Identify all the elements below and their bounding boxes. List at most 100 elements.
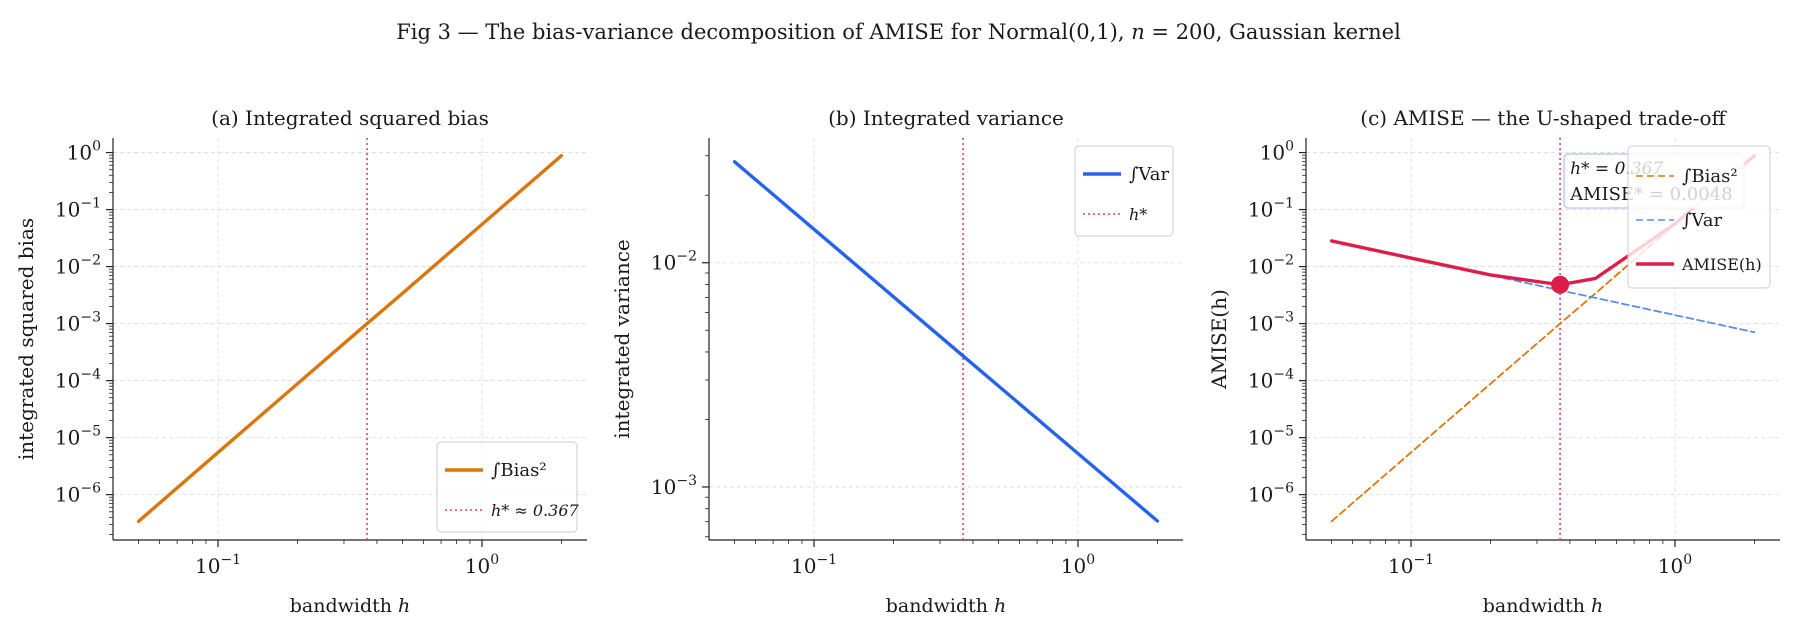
tick-base: 10 [1248,198,1273,222]
tick-exponent: −1 [220,552,241,568]
tick-base: 10 [55,312,80,336]
y-tick-label: 10−6 [55,481,101,507]
y-tick-label: 10−4 [1248,367,1294,393]
tick-exponent: −6 [1273,481,1294,497]
panel-title: (a) Integrated squared bias [211,106,489,130]
x-label-symbol: h [994,595,1006,617]
tick-exponent: −4 [80,367,101,383]
legend-label: AMISE(h) [1681,255,1762,274]
tick-base: 10 [1260,141,1285,165]
tick-exponent: 0 [490,552,499,568]
y-axis-label: integrated variance [610,239,634,439]
tick-exponent: −2 [80,253,101,269]
x-tick-label: 100 [465,552,499,578]
y-tick-label: 10−2 [651,249,697,275]
tick-base: 10 [465,554,490,578]
x-axis-label: bandwidth h [290,595,411,617]
tick-exponent: −1 [1273,196,1294,212]
y-tick-label: 100 [67,139,101,165]
legend-label: h* [1129,205,1147,224]
amise-min-marker [1551,275,1570,294]
tick-exponent: 0 [1683,552,1692,568]
tick-exponent: −3 [1273,310,1294,326]
figure-suptitle: Fig 3 — The bias-variance decomposition … [396,20,1401,44]
tick-base: 10 [67,141,92,165]
tick-exponent: −2 [1273,253,1294,269]
x-axis-label: bandwidth h [886,595,1007,617]
series-line-bias [136,154,564,524]
x-tick-label: 10−1 [195,552,241,578]
tick-exponent: 0 [1086,552,1095,568]
tick-exponent: −5 [80,424,101,440]
tick-exponent: −5 [1273,424,1294,440]
y-tick-label: 10−4 [55,367,101,393]
tick-base: 10 [55,483,80,507]
tick-base: 10 [1248,483,1273,507]
x-axis-label: bandwidth h [1483,595,1604,617]
y-tick-label: 10−2 [55,253,101,279]
legend-label: ∫Bias² [491,460,547,481]
y-tick-label: 100 [1260,139,1294,165]
tick-base: 10 [55,198,80,222]
legend-frame [1074,145,1174,237]
y-tick-label: 10−6 [1248,481,1294,507]
tick-exponent: −2 [676,249,697,265]
tick-base: 10 [1061,554,1086,578]
tick-exponent: −1 [816,552,837,568]
tick-base: 10 [1248,255,1273,279]
y-tick-label: 10−5 [55,424,101,450]
x-label-text: bandwidth [886,595,994,617]
tick-base: 10 [651,251,676,275]
tick-base: 10 [651,475,676,499]
legend-label: ∫Var [1682,210,1722,231]
panel-title: (b) Integrated variance [828,106,1064,130]
n-symbol: n [1131,20,1145,44]
legend: ∫Bias² h* ≈ 0.367 [436,441,580,533]
tick-exponent: −1 [80,196,101,212]
tick-exponent: −4 [1273,367,1294,383]
x-label-symbol: h [1591,595,1603,617]
legend-label: h* ≈ 0.367 [491,501,580,520]
tick-base: 10 [1658,554,1683,578]
legend: ∫Var h* [1074,145,1174,237]
legend: ∫Bias² ∫Var AMISE(h) [1627,145,1771,289]
y-tick-label: 10−2 [1248,253,1294,279]
tick-base: 10 [1388,554,1413,578]
tick-base: 10 [55,369,80,393]
y-tick-label: 10−3 [1248,310,1294,336]
series-line-variance [732,160,1160,523]
x-label-text: bandwidth [290,595,398,617]
tick-base: 10 [55,426,80,450]
panel-title: (c) AMISE — the U-shaped trade-off [1360,106,1727,130]
tick-exponent: 0 [1285,139,1294,155]
x-tick-label: 10−1 [791,552,837,578]
tick-base: 10 [791,554,816,578]
tick-exponent: −6 [80,481,101,497]
y-tick-label: 10−1 [1248,196,1294,222]
tick-base: 10 [1248,312,1273,336]
y-tick-label: 10−5 [1248,424,1294,450]
y-axis-label: AMISE(h) [1207,289,1231,390]
tick-base: 10 [55,255,80,279]
y-tick-label: 10−3 [55,310,101,336]
y-tick-label: 10−3 [651,473,697,499]
tick-base: 10 [195,554,220,578]
tick-base: 10 [1248,369,1273,393]
y-tick-label: 10−1 [55,196,101,222]
y-axis-label: integrated squared bias [14,218,38,460]
tick-base: 10 [1248,426,1273,450]
legend-label: ∫Bias² [1682,166,1738,187]
tick-exponent: −1 [1413,552,1434,568]
legend-label: ∫Var [1129,164,1169,185]
tick-exponent: −3 [80,310,101,326]
tick-exponent: 0 [92,139,101,155]
tick-exponent: −3 [676,473,697,489]
x-tick-label: 100 [1061,552,1095,578]
x-label-text: bandwidth [1483,595,1591,617]
x-tick-label: 100 [1658,552,1692,578]
x-label-symbol: h [398,595,410,617]
